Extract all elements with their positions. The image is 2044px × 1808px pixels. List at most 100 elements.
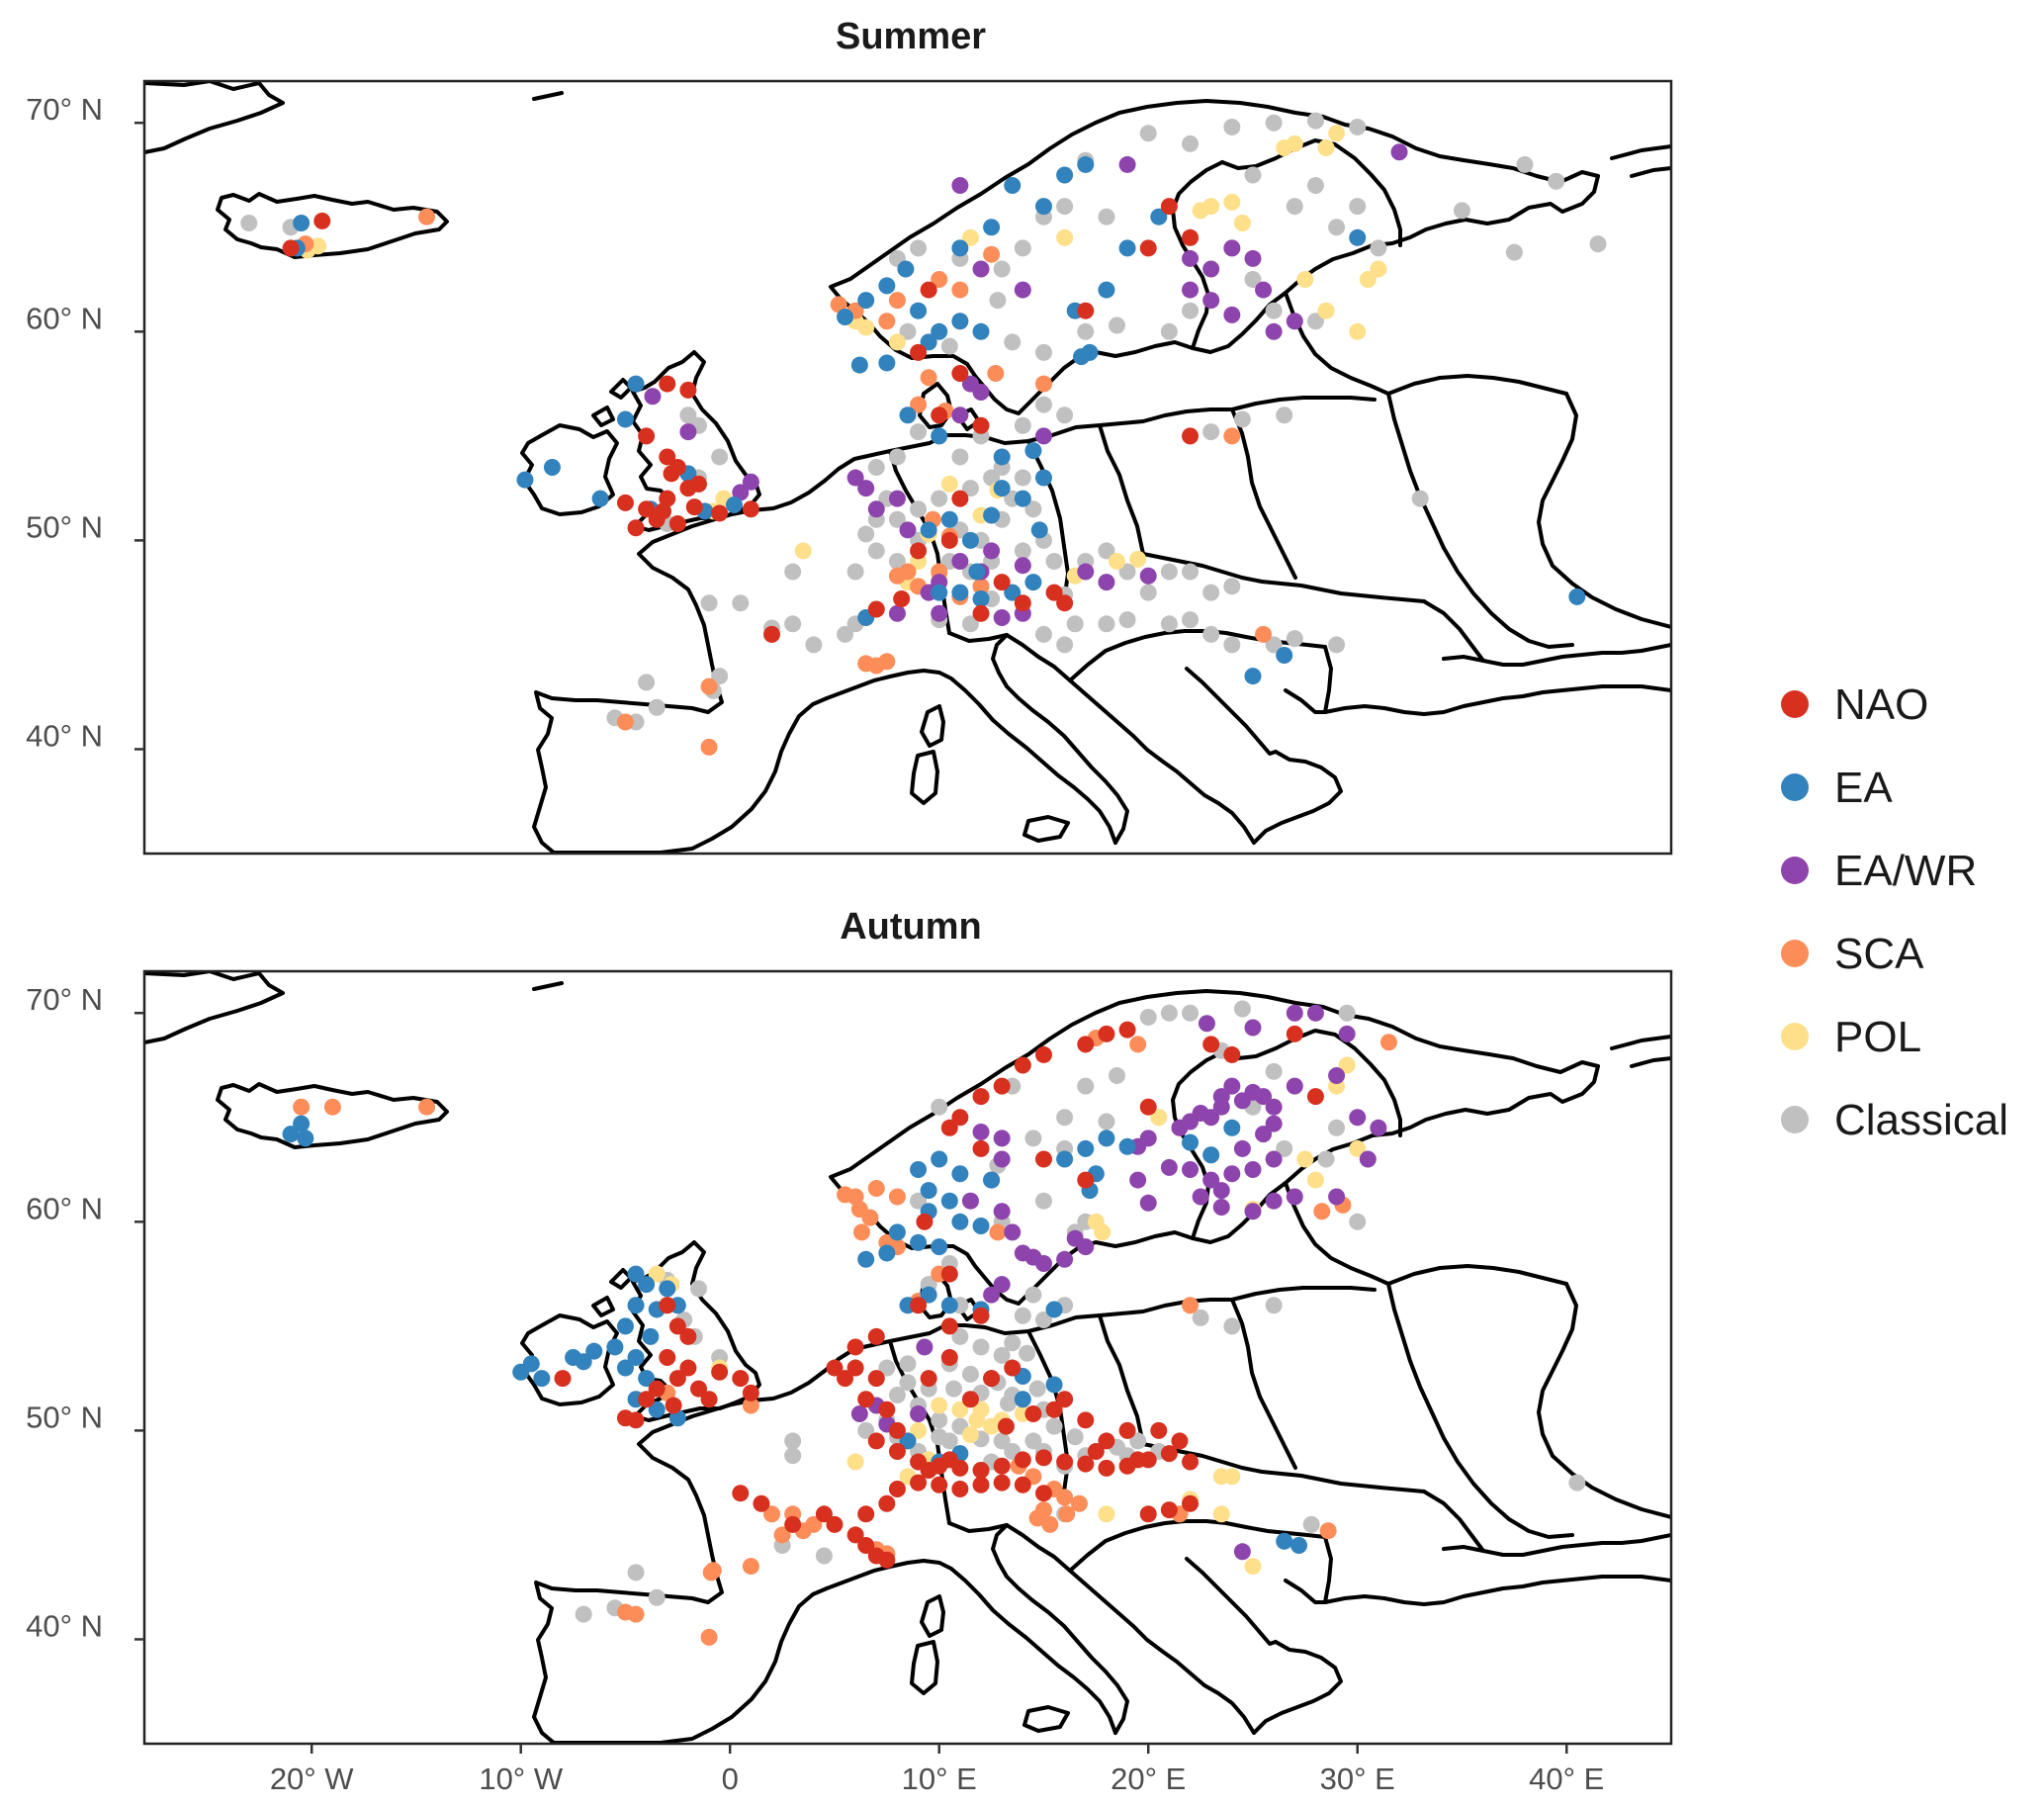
point-nao	[1014, 594, 1031, 612]
point-nao	[940, 1265, 958, 1283]
point-nao	[826, 1359, 844, 1377]
point-classical	[805, 636, 823, 654]
point-classical	[1182, 1004, 1200, 1022]
point-ea	[642, 1327, 660, 1345]
point-classical	[1349, 1213, 1367, 1230]
point-ea	[897, 260, 915, 278]
point-nao	[1014, 1056, 1031, 1074]
point-ea-wr	[1212, 1098, 1230, 1116]
point-sca	[805, 1515, 823, 1533]
point-ea	[1098, 1130, 1115, 1147]
point-nao	[638, 500, 656, 518]
point-sca	[878, 313, 896, 330]
point-classical	[1306, 313, 1324, 330]
legend-key-ea	[1781, 773, 1809, 801]
x-tick-label: 40° E	[1529, 1762, 1604, 1796]
point-classical	[1328, 219, 1346, 236]
point-pol	[648, 1265, 666, 1283]
point-ea	[575, 1353, 592, 1371]
point-ea-wr	[1139, 1194, 1157, 1212]
legend-label-pol: POL	[1834, 1013, 1921, 1061]
point-ea	[1276, 646, 1293, 664]
point-nao	[679, 381, 697, 399]
point-ea-wr	[1198, 1015, 1215, 1033]
point-ea	[1077, 1139, 1095, 1157]
point-nao	[742, 500, 759, 518]
point-classical	[648, 1588, 666, 1606]
point-ea	[972, 322, 990, 340]
point-ea-wr	[1244, 1203, 1262, 1220]
point-classical	[910, 500, 928, 518]
point-ea	[1202, 1146, 1220, 1164]
point-classical	[1014, 469, 1031, 487]
point-classical	[857, 1421, 875, 1439]
point-classical	[899, 1374, 917, 1392]
point-nao	[1182, 1494, 1200, 1512]
point-classical	[1098, 208, 1115, 226]
point-classical	[1045, 1417, 1063, 1435]
point-ea	[1004, 177, 1022, 195]
point-ea	[931, 322, 948, 340]
point-nao	[826, 1515, 844, 1533]
point-ea	[920, 1286, 937, 1304]
point-classical	[1548, 172, 1565, 190]
point-ea	[983, 1171, 1001, 1189]
point-sca	[920, 369, 937, 387]
point-classical	[1139, 1008, 1157, 1026]
point-classical	[1265, 114, 1283, 132]
point-ea	[1290, 1536, 1308, 1554]
point-pol	[1349, 1139, 1367, 1157]
point-nao	[1024, 1404, 1042, 1422]
x-tick-label: 10° W	[479, 1762, 563, 1796]
point-classical	[784, 563, 802, 581]
point-sca	[1319, 1522, 1337, 1540]
point-ea	[940, 1297, 958, 1314]
point-ea	[1081, 343, 1099, 361]
point-pol	[310, 237, 327, 255]
point-classical	[1233, 410, 1251, 428]
point-sca	[1028, 1509, 1046, 1527]
point-ea-wr	[1034, 427, 1052, 445]
y-tick-label: 70° N	[26, 982, 103, 1017]
point-nao	[627, 519, 645, 537]
point-classical	[1223, 1317, 1241, 1335]
point-sca	[700, 678, 718, 695]
points-autumn	[282, 1000, 1586, 1646]
point-nao	[1034, 1449, 1052, 1467]
point-nao	[878, 1494, 896, 1512]
point-pol	[961, 228, 979, 246]
point-classical	[1202, 584, 1220, 601]
point-nao	[972, 416, 990, 434]
point-ea-wr	[1014, 281, 1031, 299]
point-nao	[893, 589, 911, 607]
point-classical	[857, 525, 875, 543]
point-nao	[867, 1327, 885, 1345]
point-classical	[1453, 202, 1470, 220]
point-sca	[700, 1628, 718, 1646]
point-sca	[972, 578, 990, 595]
point-classical	[240, 215, 258, 232]
point-nao	[1014, 1451, 1031, 1469]
point-classical	[784, 1432, 802, 1450]
point-classical	[679, 407, 697, 424]
point-nao	[668, 514, 686, 532]
point-nao	[931, 407, 948, 424]
point-sca	[989, 1223, 1007, 1241]
point-classical	[1338, 1004, 1356, 1022]
point-ea-wr	[993, 1203, 1011, 1220]
point-ea-wr	[1233, 1092, 1251, 1110]
point-sca	[852, 1223, 870, 1241]
point-ea	[1024, 574, 1042, 591]
point-nao	[993, 574, 1011, 591]
point-classical	[931, 1411, 948, 1429]
x-tick-label: 20° E	[1111, 1762, 1186, 1796]
point-classical	[1024, 500, 1042, 518]
point-ea-wr	[993, 1130, 1011, 1147]
point-pol	[1296, 1150, 1314, 1168]
legend-label-nao: NAO	[1834, 680, 1928, 729]
point-classical	[711, 448, 729, 466]
point-nao	[1118, 1421, 1136, 1439]
point-pol	[857, 318, 875, 336]
point-ea-wr	[1129, 1171, 1147, 1189]
point-ea-wr	[1077, 1238, 1095, 1256]
